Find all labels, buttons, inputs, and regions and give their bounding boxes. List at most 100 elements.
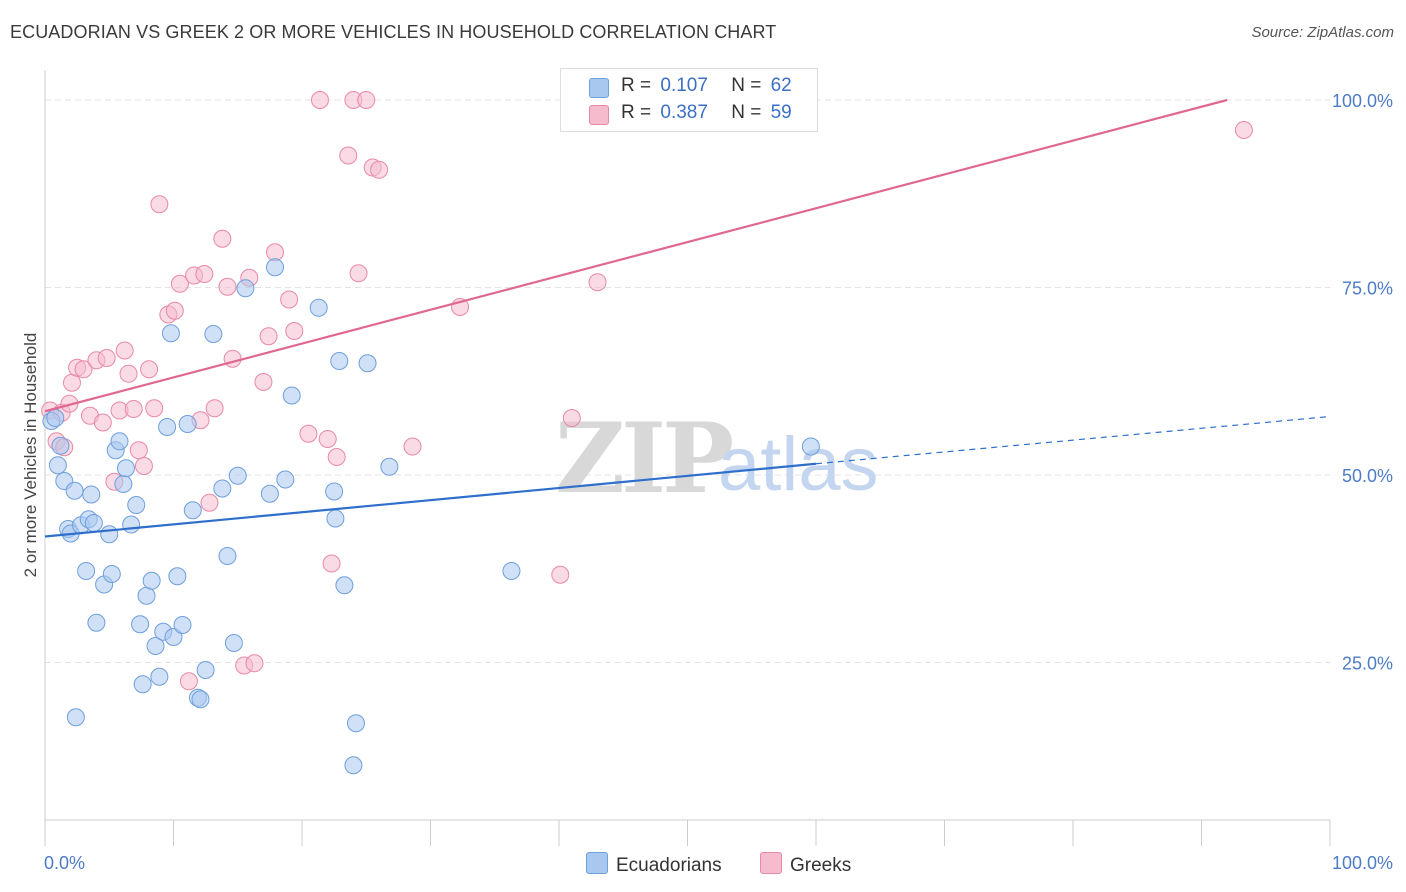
ecuadorian-point (66, 708, 85, 727)
ecuadorian-point (191, 690, 210, 709)
bottom-legend-label-greeks: Greeks (790, 855, 852, 876)
greek-point (280, 290, 299, 309)
ecuadorian-point (164, 628, 183, 646)
greek-point (124, 400, 143, 418)
greek-point (223, 349, 242, 368)
ecuadorian-point (150, 667, 169, 686)
ecuadorian-point (46, 409, 65, 427)
bottom-legend-swatch-greeks (760, 852, 782, 874)
ecuadorian-point (178, 415, 197, 433)
stats-legend: R = 0.107 N = 62 R = 0.387 N = 59 (560, 68, 818, 132)
greek-point (97, 349, 116, 367)
ecuadorian-point (110, 432, 129, 451)
y-tick-label: 100.0% (1332, 91, 1393, 111)
ecuadorian-point (346, 714, 365, 733)
greek-point (310, 91, 329, 109)
ecuadorians-trend-line (44, 462, 817, 538)
greek-point (339, 146, 358, 165)
greek-point (266, 243, 285, 262)
ecuadorian-point (77, 562, 96, 580)
ecuadorian-point (276, 470, 295, 489)
greek-point (129, 441, 148, 460)
trend-lines (44, 98, 1331, 538)
ecuadorian-point (204, 325, 223, 343)
greek-point (62, 373, 81, 392)
ecuadorian-point (335, 576, 354, 595)
greek-point (150, 195, 169, 214)
greeks-points (41, 91, 1253, 691)
greek-point (93, 413, 112, 432)
ecuadorian-point (168, 567, 187, 586)
bottom-legend-ecuadorians: Ecuadorians (586, 852, 722, 877)
ecuadorian-point (282, 386, 301, 405)
greek-point (115, 341, 134, 360)
ecuadorian-point (161, 324, 180, 343)
ecuadorian-point (142, 571, 161, 590)
ecuadorian-point (196, 661, 215, 679)
ecuadorian-point (146, 637, 165, 655)
ecuadorian-point (325, 482, 344, 501)
greek-point (327, 448, 346, 466)
legend-r-value-greeks: 0.387 (660, 102, 708, 123)
ecuadorian-point (380, 457, 399, 476)
ecuadorian-point (266, 258, 285, 277)
greeks-trend-line (44, 98, 1228, 413)
y-tick-label: 50.0% (1342, 466, 1393, 486)
greek-point (299, 424, 318, 443)
ecuadorians-trend-extension (815, 415, 1331, 465)
bottom-legend-greeks: Greeks (760, 852, 851, 877)
ecuadorian-point (137, 586, 156, 605)
ecuadorian-point (116, 459, 135, 478)
ecuadorian-point (801, 437, 820, 456)
y-tick-label: 75.0% (1342, 279, 1393, 299)
greek-point (349, 264, 368, 283)
ecuadorian-point (358, 354, 377, 373)
ecuadorian-point (127, 496, 146, 514)
greek-point (74, 360, 93, 379)
greek-point (245, 654, 264, 673)
greek-point (165, 301, 184, 320)
ecuadorian-point (344, 756, 363, 775)
chart-title: ECUADORIAN VS GREEK 2 OR MORE VEHICLES I… (10, 22, 777, 42)
legend-r-label: R = (621, 102, 652, 123)
ecuadorian-point (224, 634, 243, 652)
watermark-zip: ZIP (555, 402, 732, 515)
ecuadorian-point (65, 481, 84, 500)
greek-point (134, 457, 153, 475)
greek-point (195, 265, 214, 283)
ecuadorian-point (51, 436, 70, 455)
greek-point (259, 327, 278, 346)
ecuadorian-point (48, 456, 67, 475)
greek-point (322, 554, 341, 573)
greek-point (370, 160, 389, 179)
x-tick-label: 0.0% (44, 853, 85, 873)
greek-point (318, 430, 337, 448)
ecuadorian-point (183, 501, 202, 520)
greek-point (588, 273, 607, 292)
y-axis-label: 2 or more Vehicles in Household (21, 333, 40, 578)
ecuadorian-point (114, 475, 133, 493)
legend-n-value-ecuadorians: 62 (770, 75, 792, 96)
ecuadorian-point (260, 484, 279, 503)
ecuadorian-point (131, 615, 150, 634)
greek-point (119, 364, 138, 383)
ecuadorian-point (102, 565, 121, 583)
ecuadorian-point (326, 509, 345, 528)
legend-n-label: N = (731, 102, 762, 123)
greek-point (562, 409, 581, 427)
ecuadorian-point (122, 515, 141, 534)
bottom-legend-swatch-ecuadorians (586, 852, 608, 874)
y-tick-label: 25.0% (1342, 654, 1393, 674)
legend-n-value-greeks: 59 (770, 102, 792, 123)
ecuadorian-point (236, 279, 255, 298)
ecuadorian-point (218, 547, 237, 565)
ecuadorian-point (82, 485, 101, 504)
greek-point (1234, 121, 1253, 139)
ecuadorian-point (330, 352, 349, 370)
greek-point (179, 672, 198, 691)
ecuadorian-point (502, 562, 521, 580)
greek-point (551, 565, 570, 584)
ecuadorian-point (213, 479, 232, 498)
greek-point (140, 360, 159, 379)
ecuadorian-point (100, 525, 119, 544)
